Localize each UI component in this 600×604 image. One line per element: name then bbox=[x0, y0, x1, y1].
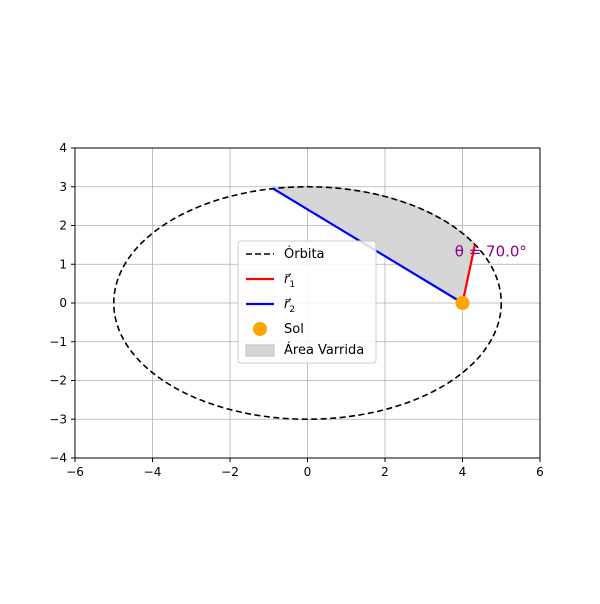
legend-entry: Sol bbox=[253, 322, 304, 337]
legend-label-subscript: 2 bbox=[289, 305, 295, 315]
y-tick-label: 0 bbox=[59, 296, 67, 310]
x-tick-label: 4 bbox=[459, 465, 467, 479]
legend-entry: r⃗1 bbox=[246, 272, 295, 290]
orbit-line bbox=[112, 185, 503, 421]
r1-vector bbox=[461, 244, 476, 304]
legend-swatch-sun bbox=[253, 322, 267, 336]
x-tick-label: −6 bbox=[66, 465, 84, 479]
x-tick-label: −2 bbox=[221, 465, 239, 479]
y-tick-label: 1 bbox=[59, 257, 67, 271]
angle-annotation: θ = 70.0° bbox=[455, 243, 527, 261]
legend-swatch-area bbox=[245, 344, 275, 357]
x-tick-label: 6 bbox=[536, 465, 544, 479]
x-tick-label: −4 bbox=[144, 465, 162, 479]
y-tick-label: 3 bbox=[59, 180, 67, 194]
y-tick-label: −2 bbox=[49, 374, 67, 388]
y-tick-label: −4 bbox=[49, 451, 67, 465]
x-tick-label: 2 bbox=[381, 465, 389, 479]
legend-entry: Órbita bbox=[246, 246, 325, 262]
y-tick-label: 2 bbox=[59, 219, 67, 233]
legend-label: r⃗2 bbox=[284, 297, 295, 315]
y-tick-label: 4 bbox=[59, 141, 67, 155]
sun-marker bbox=[455, 296, 470, 310]
legend: Órbita r⃗1 r⃗2 Sol Área Varrida bbox=[237, 240, 377, 364]
legend-box bbox=[237, 240, 377, 364]
legend-label: r⃗1 bbox=[284, 272, 295, 290]
legend-label: Área Varrida bbox=[284, 342, 364, 358]
legend-entry: r⃗2 bbox=[246, 297, 295, 315]
legend-entry: Área Varrida bbox=[245, 342, 364, 358]
y-tick-label: −3 bbox=[49, 412, 67, 426]
legend-label: Órbita bbox=[284, 246, 325, 262]
legend-label-subscript: 1 bbox=[289, 280, 295, 290]
y-tick-label: −1 bbox=[49, 335, 67, 349]
x-tick-label: 0 bbox=[304, 465, 312, 479]
legend-label: Sol bbox=[284, 322, 304, 337]
